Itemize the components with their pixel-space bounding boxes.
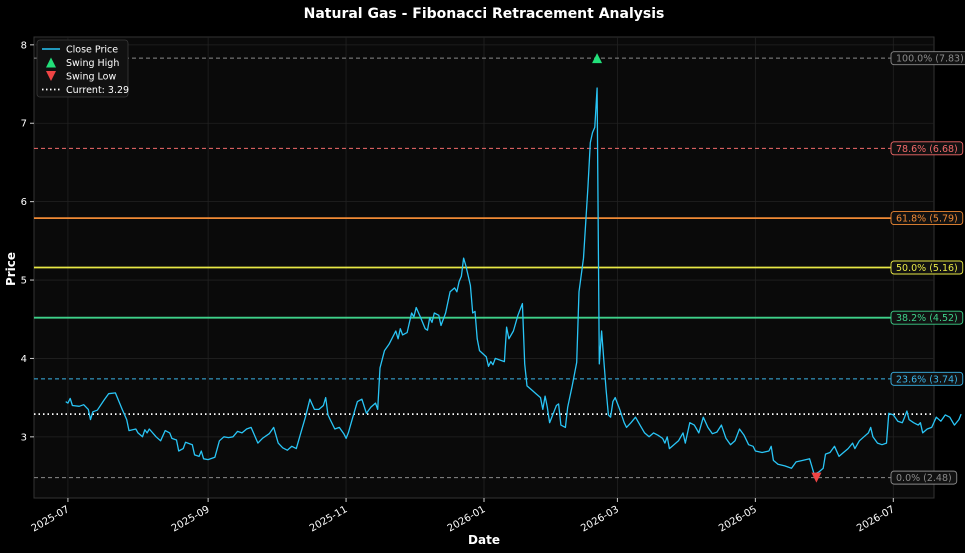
y-axis-label: Price: [4, 252, 18, 286]
swing-high-marker: [592, 53, 603, 64]
chart-title: Natural Gas - Fibonacci Retracement Anal…: [304, 6, 665, 22]
price-series: [65, 87, 962, 476]
swing-low-marker: [811, 472, 822, 483]
y-tick-label: 4: [21, 354, 27, 365]
legend-close-price-label: Close Price: [66, 45, 118, 56]
fib-level-label-box: [890, 141, 964, 156]
legend-swing-low-swatch: [46, 71, 56, 81]
fib-level-label-box: [890, 211, 964, 226]
plot-area: 100.0% (7.83)78.6% (6.68)61.8% (5.79)50.…: [21, 36, 965, 534]
fib-level-label-box: [890, 310, 964, 325]
fib-levels: 100.0% (7.83) 78.6% (6.68) 61.8% (5.79) 50.…: [34, 51, 965, 485]
fib-level-label-box: [890, 371, 964, 386]
legend-box: [36, 39, 129, 98]
fib-level-label-box: [890, 51, 965, 66]
fib-level-text: 0.0% (2.48): [896, 473, 952, 484]
legend-current-label: Current: 3.29: [66, 85, 129, 96]
fib-level-text: 23.6% (3.74): [896, 374, 958, 385]
swing-markers: [592, 53, 822, 483]
fib-level-label: 0.0% (2.48): [890, 470, 958, 485]
fib-level-label-box: [890, 470, 958, 485]
fib-level-label-box: [890, 260, 964, 275]
fib-level-text: 61.8% (5.79): [896, 214, 958, 225]
fib-level-label: 78.6% (6.68): [890, 141, 964, 156]
y-tick-label: 3: [21, 432, 27, 443]
legend-swing-low-label: Swing Low: [66, 72, 116, 83]
fib-level-text: 100.0% (7.83): [896, 54, 964, 65]
close-price-line: [65, 87, 962, 476]
fib-level-label: 38.2% (4.52): [890, 310, 964, 325]
legend-swing-high-label: Swing High: [66, 58, 119, 69]
y-tick-label: 6: [21, 197, 27, 208]
fib-level-label: 50.0% (5.16): [890, 260, 964, 275]
fib-level-text: 50.0% (5.16): [896, 263, 958, 274]
legend: Close Price Swing High Swing Low Current: 3…: [36, 39, 129, 98]
legend-swing-high-swatch: [46, 57, 56, 68]
fib-level-text: 78.6% (6.68): [896, 144, 958, 155]
y-tick-label: 8: [21, 40, 27, 51]
fib-level-label: 61.8% (5.79): [890, 211, 964, 226]
fib-level-text: 38.2% (4.52): [896, 313, 958, 324]
y-tick-label: 5: [21, 276, 27, 287]
x-axis-label: Date: [468, 533, 500, 547]
fib-level-label: 100.0% (7.83): [890, 51, 965, 66]
fib-level-label: 23.6% (3.74): [890, 371, 964, 386]
y-tick-label: 7: [21, 119, 27, 130]
